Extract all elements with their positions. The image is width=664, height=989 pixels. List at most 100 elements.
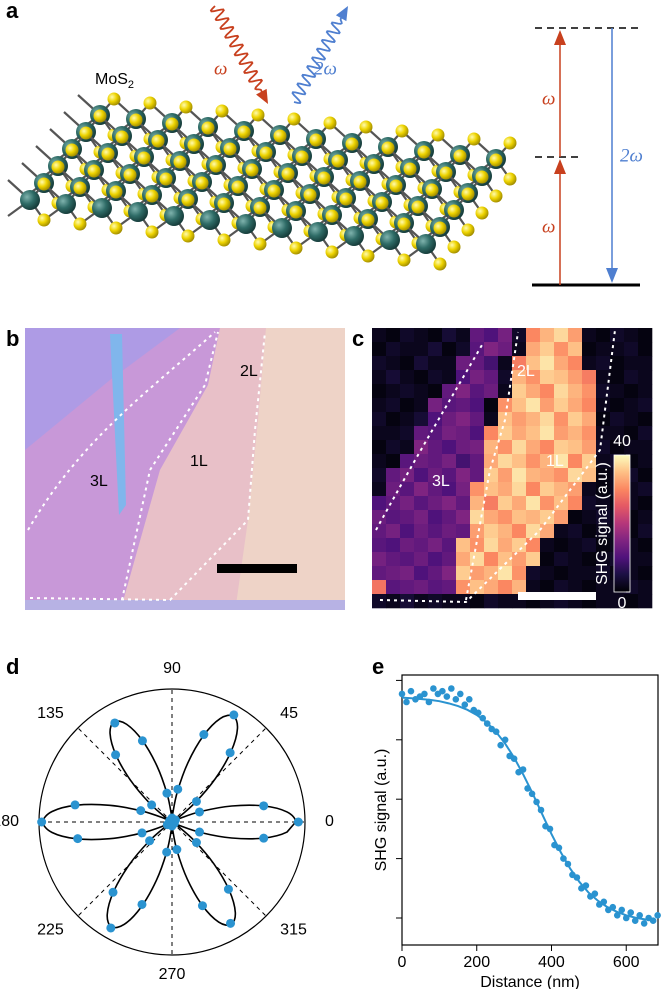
heat-cell xyxy=(484,538,499,553)
heat-cell xyxy=(554,454,569,469)
heat-cell xyxy=(428,496,443,511)
s-atom xyxy=(389,179,403,193)
heat-cell xyxy=(512,384,527,399)
heat-cell xyxy=(582,482,597,497)
heat-cell xyxy=(610,328,625,343)
data-point xyxy=(452,696,460,703)
heat-cell xyxy=(596,440,611,455)
heat-cell xyxy=(470,342,485,357)
heat-cell xyxy=(540,566,555,581)
heat-cell xyxy=(554,342,569,357)
heat-cell xyxy=(386,412,401,427)
heat-cell xyxy=(526,342,541,357)
heat-cell xyxy=(554,426,569,441)
heat-cell xyxy=(526,440,541,455)
s-atom xyxy=(109,221,123,235)
heat-cell xyxy=(470,468,485,483)
data-point xyxy=(111,750,121,760)
heat-cell xyxy=(638,370,653,385)
arrowhead xyxy=(256,88,268,104)
heat-cell xyxy=(540,454,555,469)
region-label: 1L xyxy=(546,453,564,470)
heat-cell xyxy=(526,370,541,385)
heat-cell xyxy=(498,524,513,539)
heat-cell xyxy=(456,342,471,357)
heat-cell xyxy=(400,412,415,427)
heat-cell xyxy=(596,496,611,511)
heat-cell xyxy=(512,482,527,497)
s-atom xyxy=(433,257,447,271)
s-atom xyxy=(231,180,245,194)
s-atom xyxy=(107,92,121,106)
s-atom xyxy=(475,170,489,184)
data-point xyxy=(627,909,635,916)
theta-tick-label: 225 xyxy=(37,921,64,938)
s-atom xyxy=(461,187,475,201)
heat-cell xyxy=(470,328,485,343)
data-point xyxy=(636,912,643,919)
heat-cell xyxy=(638,398,653,413)
panel-label: b xyxy=(6,326,19,351)
heat-cell xyxy=(414,342,429,357)
s-atom xyxy=(503,136,517,150)
heat-cell xyxy=(414,398,429,413)
s-atom xyxy=(289,241,303,255)
heat-cell xyxy=(428,594,443,609)
heat-cell xyxy=(582,524,597,539)
arrowhead xyxy=(554,159,566,174)
heat-cell xyxy=(568,510,583,525)
heat-cell xyxy=(582,328,597,343)
heat-cell xyxy=(498,552,513,567)
heat-cell xyxy=(386,454,401,469)
region-label: 2L xyxy=(517,363,535,380)
heat-cell xyxy=(638,454,653,469)
heat-cell xyxy=(428,524,443,539)
data-point xyxy=(173,784,183,794)
heat-cell xyxy=(512,398,527,413)
panel-label: d xyxy=(6,654,19,679)
s-atom xyxy=(317,171,331,185)
s-atom xyxy=(145,189,159,203)
heat-cell xyxy=(596,594,611,609)
heat-cell xyxy=(526,454,541,469)
heat-cell xyxy=(484,328,499,343)
colorbar-title: SHG signal (a.u.) xyxy=(594,462,611,585)
heat-cell xyxy=(540,468,555,483)
heat-cell xyxy=(526,412,541,427)
data-point xyxy=(631,917,639,924)
s-atom xyxy=(109,185,123,199)
heat-cell xyxy=(428,454,443,469)
s-atom xyxy=(431,128,445,142)
heat-cell xyxy=(428,384,443,399)
heat-cell xyxy=(386,524,401,539)
y-axis-title: SHG signal (a.u.) xyxy=(373,749,390,872)
heat-cell xyxy=(554,384,569,399)
s-atom xyxy=(137,151,151,165)
data-point xyxy=(293,817,303,827)
heat-cell xyxy=(638,524,653,539)
heat-cell xyxy=(526,538,541,553)
heat-cell xyxy=(624,370,639,385)
data-point xyxy=(110,718,120,728)
s-atom xyxy=(273,129,287,143)
heat-cell xyxy=(428,426,443,441)
edge xyxy=(25,600,345,610)
heat-cell xyxy=(638,342,653,357)
heat-cell xyxy=(582,384,597,399)
mo-atom xyxy=(128,202,148,222)
data-point xyxy=(106,923,116,933)
s-atom xyxy=(201,121,215,135)
s-atom xyxy=(159,172,173,186)
s-atom xyxy=(323,116,337,130)
heat-cell xyxy=(484,510,499,525)
polar-grid-line xyxy=(171,727,267,823)
heat-cell xyxy=(400,440,415,455)
heat-cell xyxy=(568,552,583,567)
heat-cell xyxy=(596,482,611,497)
s-atom xyxy=(223,142,237,156)
heat-cell xyxy=(540,538,555,553)
heat-cell xyxy=(582,454,597,469)
heat-cell xyxy=(442,342,457,357)
heat-cell xyxy=(596,398,611,413)
